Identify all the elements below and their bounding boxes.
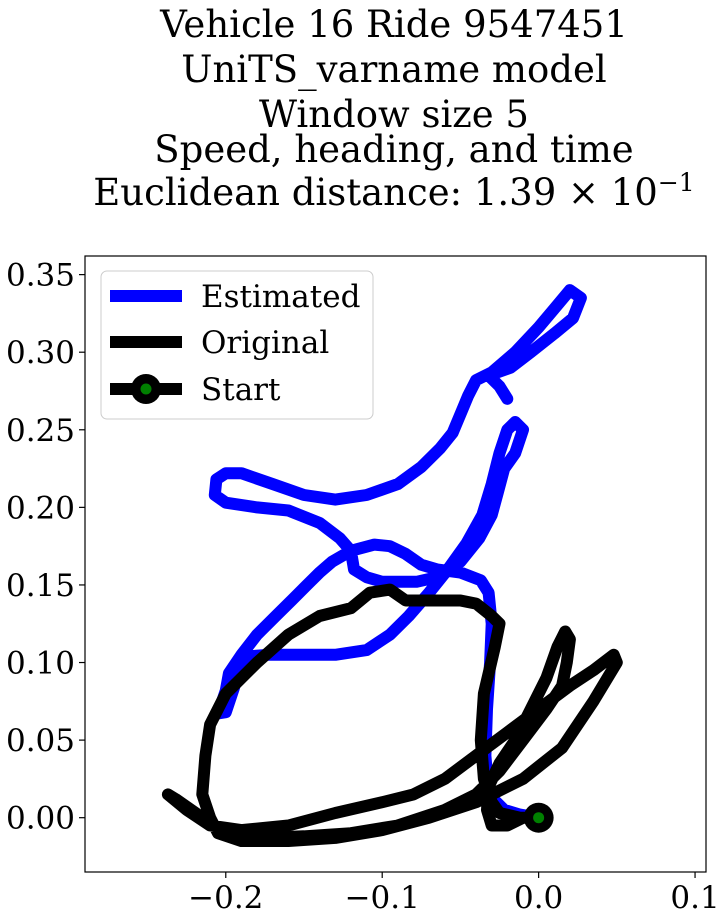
chart-title: Vehicle 16 Ride 9547451 UniTS_varname mo… bbox=[93, 3, 694, 214]
y-tick-label: 0.15 bbox=[6, 568, 75, 604]
x-tick-label: 0.0 bbox=[514, 880, 563, 916]
title-distance-exponent: −1 bbox=[658, 168, 695, 197]
title-line-4: Speed, heading, and time bbox=[154, 128, 633, 171]
legend-start-marker-inner bbox=[140, 383, 152, 395]
y-tick-label: 0.35 bbox=[6, 258, 75, 294]
x-tick-label: −0.1 bbox=[345, 880, 420, 916]
plot-series-group bbox=[161, 284, 623, 847]
series-line-estimated bbox=[208, 284, 587, 824]
series-line-original bbox=[161, 583, 623, 847]
y-tick-label: 0.10 bbox=[6, 646, 75, 682]
legend-label-estimated: Estimated bbox=[201, 279, 360, 315]
title-line-1: Vehicle 16 Ride 9547451 bbox=[159, 3, 628, 46]
y-tick-label: 0.20 bbox=[6, 490, 75, 526]
y-tick-label: 0.25 bbox=[6, 413, 75, 449]
legend-label-original: Original bbox=[201, 325, 329, 361]
y-axis: 0.00 0.05 0.10 0.15 0.20 0.25 0.30 0.35 bbox=[6, 258, 85, 837]
x-tick-label: −0.2 bbox=[188, 880, 263, 916]
y-tick-label: 0.30 bbox=[6, 335, 75, 371]
x-tick-label: 0.1 bbox=[670, 880, 719, 916]
legend-label-start: Start bbox=[201, 372, 281, 408]
y-tick-label: 0.05 bbox=[6, 723, 75, 759]
title-distance-prefix: Euclidean distance: 1.39 × 10 bbox=[93, 171, 658, 214]
legend: Estimated Original Start bbox=[100, 270, 374, 420]
title-line-3: Window size 5 bbox=[259, 93, 529, 136]
x-axis: −0.2 −0.1 0.0 0.1 bbox=[188, 872, 720, 916]
title-line-2: UniTS_varname model bbox=[181, 48, 606, 92]
y-tick-label: 0.00 bbox=[6, 801, 75, 837]
start-marker-inner bbox=[533, 812, 545, 824]
plot-area bbox=[84, 255, 707, 873]
title-line-5: Euclidean distance: 1.39 × 10−1 bbox=[93, 168, 694, 214]
legend-box bbox=[100, 270, 374, 420]
